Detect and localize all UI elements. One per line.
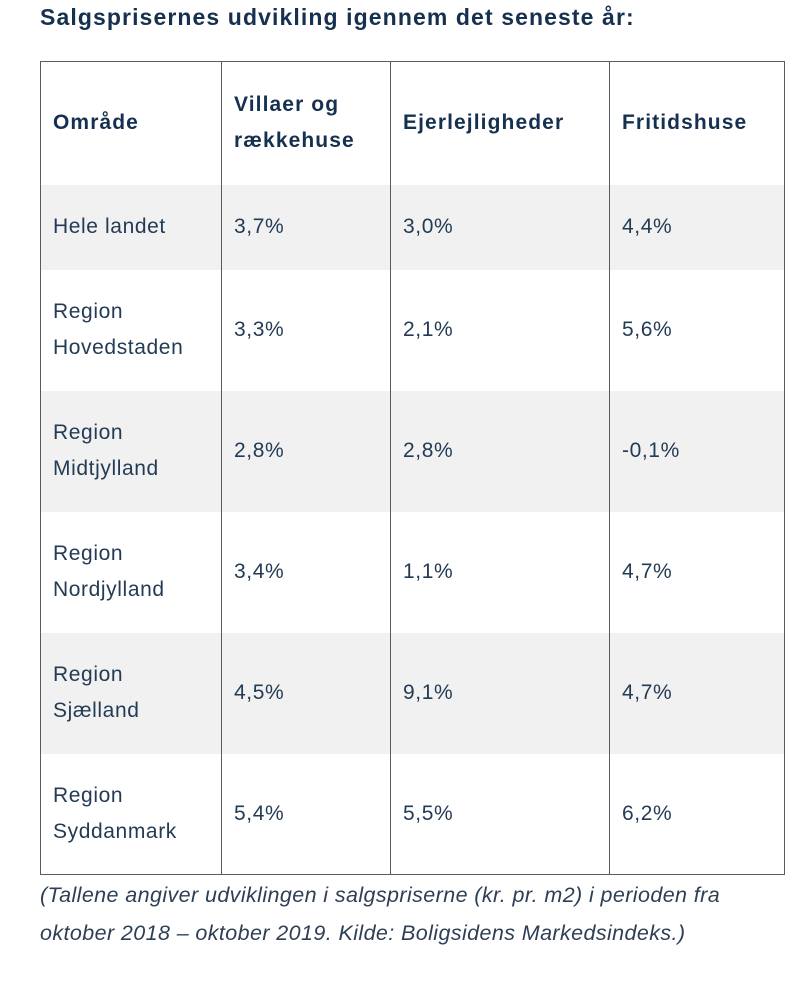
table-row: Region Hovedstaden 3,3% 2,1% 5,6% bbox=[40, 269, 785, 391]
cell-area: Hele landet bbox=[40, 184, 222, 270]
table-row: Region Nordjylland 3,4% 1,1% 4,7% bbox=[40, 511, 785, 633]
header-villas: Villaer og rækkehuse bbox=[221, 61, 391, 185]
cell-apartments: 1,1% bbox=[390, 511, 610, 633]
area-line2: Midtjylland bbox=[53, 457, 159, 480]
cell-holiday-homes: -0,1% bbox=[609, 390, 785, 512]
cell-holiday-homes: 4,4% bbox=[609, 184, 785, 270]
page-heading: Salgsprisernes udvikling igennem det sen… bbox=[40, 4, 635, 30]
cell-villas: 3,3% bbox=[221, 269, 391, 391]
area-line1: Region bbox=[53, 421, 124, 444]
cell-apartments: 2,1% bbox=[390, 269, 610, 391]
cell-apartments: 9,1% bbox=[390, 632, 610, 754]
area-line2: Sjælland bbox=[53, 699, 140, 722]
header-area: Område bbox=[40, 61, 222, 185]
cell-holiday-homes: 4,7% bbox=[609, 511, 785, 633]
header-holiday-homes: Fritidshuse bbox=[609, 61, 785, 185]
table-row: Hele landet 3,7% 3,0% 4,4% bbox=[40, 184, 785, 270]
cell-villas: 4,5% bbox=[221, 632, 391, 754]
cell-area: Region Midtjylland bbox=[40, 390, 222, 512]
area-line2: Hovedstaden bbox=[53, 336, 184, 359]
cell-area: Region Nordjylland bbox=[40, 511, 222, 633]
header-apartments: Ejerlejligheder bbox=[390, 61, 610, 185]
price-development-table: Område Villaer og rækkehuse Ejerlejlighe… bbox=[40, 61, 785, 875]
cell-area: Region Hovedstaden bbox=[40, 269, 222, 391]
area-line2: Nordjylland bbox=[53, 578, 165, 601]
cell-holiday-homes: 5,6% bbox=[609, 269, 785, 391]
cell-apartments: 2,8% bbox=[390, 390, 610, 512]
table-row: Region Syddanmark 5,4% 5,5% 6,2% bbox=[40, 753, 785, 875]
cell-villas: 2,8% bbox=[221, 390, 391, 512]
header-villas-line2: rækkehuse bbox=[234, 129, 355, 153]
area-line1: Region bbox=[53, 783, 124, 807]
cell-apartments: 3,0% bbox=[390, 184, 610, 270]
cell-apartments: 5,5% bbox=[390, 753, 610, 875]
table-row: Region Midtjylland 2,8% 2,8% -0,1% bbox=[40, 390, 785, 512]
cell-holiday-homes: 4,7% bbox=[609, 632, 785, 754]
table-row: Region Sjælland 4,5% 9,1% 4,7% bbox=[40, 632, 785, 754]
area-line2: Syddanmark bbox=[53, 819, 177, 843]
area-line1: Hele landet bbox=[53, 215, 166, 238]
cell-holiday-homes: 6,2% bbox=[609, 753, 785, 875]
cell-area: Region Syddanmark bbox=[40, 753, 222, 875]
area-line1: Region bbox=[53, 663, 124, 686]
cell-villas: 3,4% bbox=[221, 511, 391, 633]
header-villas-line1: Villaer og bbox=[234, 93, 340, 117]
cell-area: Region Sjælland bbox=[40, 632, 222, 754]
table-header-row: Område Villaer og rækkehuse Ejerlejlighe… bbox=[40, 61, 785, 185]
cell-villas: 5,4% bbox=[221, 753, 391, 875]
cell-villas: 3,7% bbox=[221, 184, 391, 270]
area-line1: Region bbox=[53, 542, 124, 565]
source-footnote: (Tallene angiver udviklingen i salgspris… bbox=[40, 883, 721, 945]
area-line1: Region bbox=[53, 300, 124, 323]
